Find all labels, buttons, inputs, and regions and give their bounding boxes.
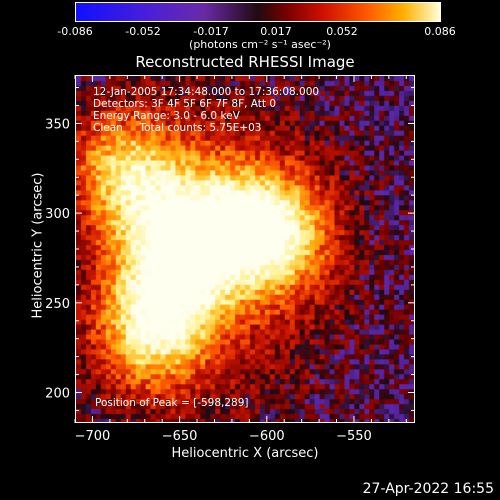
y-tick-label: 200 (45, 387, 70, 402)
x-axis-label: Heliocentric X (arcsec) (171, 446, 319, 461)
y-tick-label: 300 (45, 207, 70, 222)
annotation-clean-counts: Clean Total counts: 5.75E+03 (93, 122, 262, 134)
colorbar-tick-label: 0.017 (260, 25, 292, 38)
y-tick-label: 250 (45, 297, 70, 312)
annotation-detectors: Detectors: 3F 4F 5F 6F 7F 8F, Att 0 (93, 98, 277, 110)
x-tick-label: −600 (249, 429, 285, 444)
colorbar-tick-label: -0.017 (193, 25, 229, 38)
x-tick-label: −550 (336, 429, 372, 444)
annotation-energy-range: Energy Range: 3.0 - 6.0 keV (93, 110, 240, 122)
y-tick-label: 350 (45, 117, 70, 132)
heatmap-image (76, 76, 414, 422)
timestamp: 27-Apr-2022 16:55 (362, 481, 494, 497)
colorbar (75, 2, 441, 22)
colorbar-unit-label: (photons cm⁻² s⁻¹ asec⁻²) (189, 38, 331, 51)
colorbar-tick-label: 0.052 (326, 25, 358, 38)
x-tick-label: −700 (75, 429, 111, 444)
x-tick-label: −650 (162, 429, 198, 444)
y-axis-label: Heliocentric Y (arcsec) (30, 172, 46, 319)
chart-title: Reconstructed RHESSI Image (135, 53, 355, 71)
colorbar-tick-label: 0.086 (424, 25, 456, 38)
colorbar-tick-label: -0.052 (125, 25, 161, 38)
colorbar-tick-label: -0.086 (57, 25, 93, 38)
colorbar-gradient (76, 3, 440, 21)
peak-position-label: Position of Peak = [-598,289] (95, 397, 249, 409)
annotation-time-range: 12-Jan-2005 17:34:48.000 to 17:36:08.000 (93, 86, 320, 98)
